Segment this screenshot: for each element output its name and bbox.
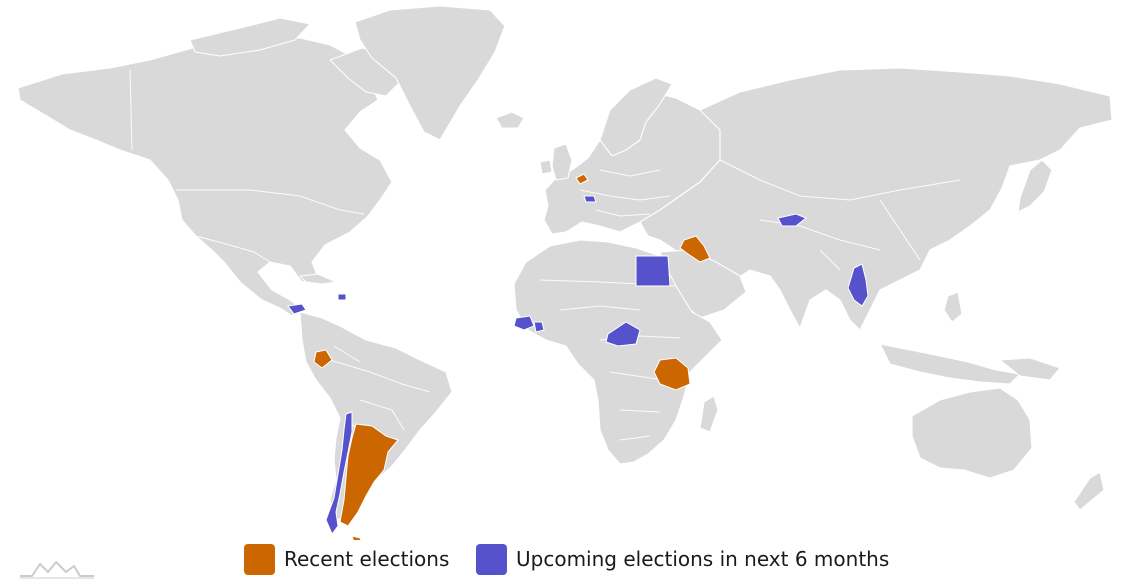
country-ecuador[interactable] — [313, 349, 333, 369]
new-zealand[interactable] — [1073, 471, 1105, 511]
south-america[interactable] — [299, 311, 453, 521]
north-america[interactable] — [17, 37, 393, 317]
legend-label-upcoming: Upcoming elections in next 6 months — [516, 547, 890, 571]
usa-mexico-border — [195, 235, 271, 263]
indonesia[interactable] — [879, 343, 1021, 385]
amcharts-logo-icon[interactable] — [18, 556, 96, 580]
country-switzerland[interactable] — [583, 195, 597, 203]
africa-borders — [539, 279, 687, 441]
country-honduras[interactable] — [287, 303, 307, 315]
country-egypt[interactable] — [635, 255, 671, 287]
country-kyrgyzstan[interactable] — [777, 213, 807, 227]
legend-swatch-upcoming — [476, 543, 507, 575]
cuba[interactable] — [299, 273, 337, 285]
alaska-border — [129, 69, 133, 151]
legend-item-recent[interactable]: Recent elections — [244, 543, 449, 575]
philippines[interactable] — [943, 291, 963, 323]
country-chile[interactable] — [325, 411, 353, 535]
country-sierra-leone[interactable] — [533, 321, 545, 333]
country-haiti[interactable] — [337, 293, 347, 301]
country-iraq[interactable] — [679, 235, 711, 263]
scandinavia[interactable] — [599, 77, 673, 157]
europe-borders — [579, 169, 671, 217]
africa[interactable] — [513, 239, 723, 465]
country-belgium[interactable] — [575, 173, 589, 185]
legend-item-upcoming[interactable]: Upcoming elections in next 6 months — [476, 543, 889, 575]
great-britain[interactable] — [551, 143, 573, 181]
country-argentina[interactable] — [339, 423, 399, 527]
new-guinea[interactable] — [999, 357, 1061, 381]
legend-label-recent: Recent elections — [284, 547, 450, 571]
country-myanmar[interactable] — [847, 263, 869, 307]
world-map[interactable] — [0, 0, 1122, 540]
asia[interactable] — [639, 67, 1113, 331]
ireland[interactable] — [539, 159, 553, 175]
iceland[interactable] — [495, 111, 525, 129]
south-america-borders — [329, 345, 431, 441]
legend-swatch-recent — [244, 543, 275, 575]
australia[interactable] — [911, 387, 1033, 479]
greenland[interactable] — [354, 5, 506, 141]
asia-borders — [719, 159, 961, 271]
canada-usa-border — [176, 189, 365, 215]
country-argentina-tierra-del-fuego[interactable] — [351, 535, 362, 540]
country-central-african-republic[interactable] — [605, 321, 641, 347]
country-tanzania[interactable] — [653, 357, 691, 391]
canadian-arctic-islands[interactable] — [189, 17, 311, 57]
japan[interactable] — [1017, 159, 1053, 213]
legend: Recent elections Upcoming elections in n… — [0, 540, 1122, 582]
country-guinea[interactable] — [513, 315, 535, 331]
madagascar[interactable] — [699, 395, 719, 433]
